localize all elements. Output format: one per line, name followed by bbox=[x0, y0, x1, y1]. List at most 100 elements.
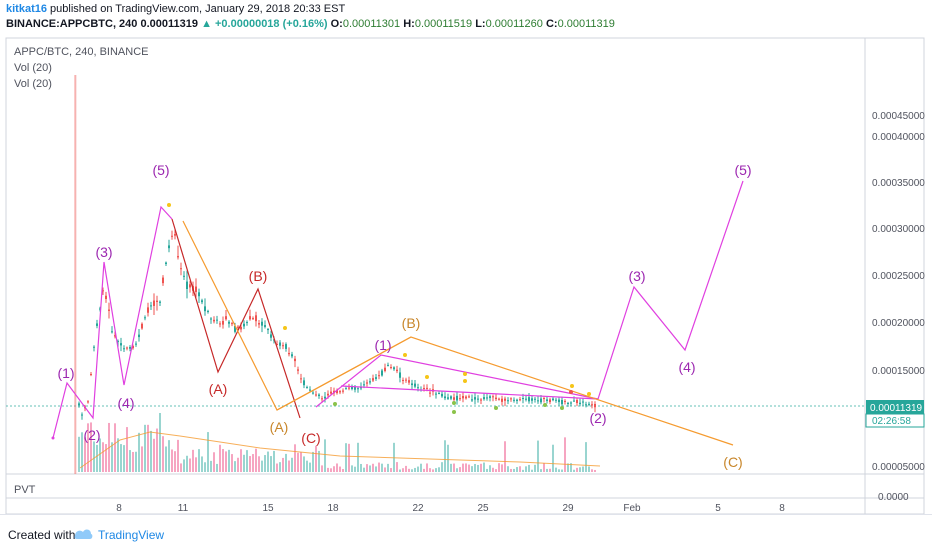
candle-body bbox=[177, 256, 179, 258]
volume-bar bbox=[378, 462, 380, 472]
candle-body bbox=[495, 397, 497, 400]
candle-body bbox=[531, 398, 533, 401]
candle-body bbox=[327, 393, 329, 396]
candle-body bbox=[81, 414, 83, 416]
pvt-tick: 0.0000 bbox=[878, 492, 909, 503]
volume-bar bbox=[222, 448, 224, 472]
author-link[interactable]: kitkat16 bbox=[6, 3, 47, 15]
volume-bar bbox=[90, 422, 92, 472]
candle-body bbox=[573, 400, 575, 402]
volume-bar bbox=[294, 444, 296, 472]
candle-body bbox=[324, 396, 326, 399]
candle-body bbox=[276, 344, 278, 346]
candle-body bbox=[555, 399, 557, 401]
candle-body bbox=[357, 388, 359, 390]
volume-bar bbox=[342, 469, 344, 472]
candle-body bbox=[240, 326, 242, 330]
volume-bar bbox=[354, 466, 356, 472]
volume-bar bbox=[498, 463, 500, 472]
volume-bar bbox=[264, 455, 266, 472]
impulse-wave-left bbox=[52, 205, 173, 439]
tradingview-brand-link[interactable]: TradingView bbox=[98, 528, 165, 542]
volume-legend-2[interactable]: Vol (20) bbox=[14, 78, 52, 90]
volume-bar bbox=[261, 460, 263, 472]
price-tick: 0.00020000 bbox=[872, 318, 925, 329]
volume-bar bbox=[420, 463, 422, 472]
volume-bar bbox=[252, 454, 254, 472]
price-axis[interactable]: 0.00045000 0.00040000 0.00035000 0.00030… bbox=[872, 111, 925, 503]
candle-body bbox=[162, 277, 164, 284]
candle-body bbox=[108, 309, 110, 311]
time-axis[interactable]: 8 11 15 18 22 25 29 Feb 5 8 bbox=[116, 503, 785, 514]
published-text: published on TradingView.com, January 29… bbox=[50, 3, 346, 15]
time-tick: 11 bbox=[178, 503, 189, 514]
volume-bar bbox=[486, 468, 488, 472]
candle-body bbox=[588, 403, 590, 405]
countdown-text: 02:26:58 bbox=[872, 416, 911, 427]
candle-body bbox=[246, 322, 248, 324]
volume-bar bbox=[270, 456, 272, 472]
pvt-indicator-label[interactable]: PVT bbox=[14, 484, 36, 496]
volume-bar bbox=[516, 467, 518, 472]
volume-bar bbox=[204, 462, 206, 472]
current-price-text: 0.00011319 bbox=[870, 403, 923, 414]
volume-bar bbox=[192, 449, 194, 472]
candle-body bbox=[450, 396, 452, 399]
price-chart[interactable]: 0.00045000 0.00040000 0.00035000 0.00030… bbox=[0, 0, 932, 514]
candle-body bbox=[204, 306, 206, 312]
wave-label-4b: (4) bbox=[678, 359, 695, 375]
last-price: 0.00011319 bbox=[140, 18, 198, 30]
volume-bar bbox=[534, 464, 536, 472]
candle-body bbox=[183, 275, 185, 277]
volume-bar bbox=[132, 451, 134, 472]
candle-body bbox=[126, 347, 128, 349]
volume-bar bbox=[195, 457, 197, 472]
candle-body bbox=[423, 388, 425, 390]
candle-body bbox=[252, 318, 254, 320]
volume-bar bbox=[447, 444, 449, 472]
candle-body bbox=[243, 323, 245, 327]
orange-line bbox=[276, 336, 412, 411]
volume-bar bbox=[426, 463, 428, 472]
volume-bar bbox=[279, 462, 281, 472]
volume-bar bbox=[585, 442, 587, 472]
volume-bar bbox=[219, 444, 221, 472]
candle-body bbox=[339, 391, 341, 393]
candle-body bbox=[360, 386, 362, 389]
volume-bar bbox=[351, 465, 353, 472]
volume-bar bbox=[159, 412, 161, 472]
volume-bar bbox=[306, 460, 308, 472]
volume-bar bbox=[207, 432, 209, 472]
volume-bar bbox=[477, 464, 479, 472]
volume-bar bbox=[432, 469, 434, 472]
volume-bar bbox=[321, 465, 323, 472]
volume-bar bbox=[129, 450, 131, 472]
volume-bar bbox=[363, 467, 365, 472]
volume-legend-1[interactable]: Vol (20) bbox=[14, 62, 52, 74]
candle-body bbox=[585, 404, 587, 406]
wave-label-a-red: (A) bbox=[209, 381, 228, 397]
candle-body bbox=[279, 342, 281, 346]
volume-bar bbox=[285, 453, 287, 472]
volume-bar bbox=[348, 443, 350, 472]
candle-body bbox=[501, 398, 503, 402]
volume-bar bbox=[135, 451, 137, 472]
candle-body bbox=[435, 393, 437, 395]
candle-body bbox=[540, 398, 542, 403]
volume-bar bbox=[144, 424, 146, 472]
tradingview-logo-icon[interactable] bbox=[72, 524, 94, 542]
wave-label-2b: (2) bbox=[589, 410, 606, 426]
candle-body bbox=[510, 398, 512, 400]
candle-body bbox=[441, 393, 443, 397]
candle-body bbox=[504, 398, 506, 401]
candle-body bbox=[363, 384, 365, 386]
candle-body bbox=[381, 370, 383, 376]
volume-bar bbox=[570, 463, 572, 472]
candle-body bbox=[117, 340, 119, 342]
volume-bar bbox=[198, 449, 200, 472]
high-label: H: bbox=[403, 18, 415, 30]
volume-bar bbox=[312, 451, 314, 472]
candle-body bbox=[120, 343, 122, 346]
volume-bar bbox=[177, 439, 179, 472]
volume-bar bbox=[288, 460, 290, 472]
